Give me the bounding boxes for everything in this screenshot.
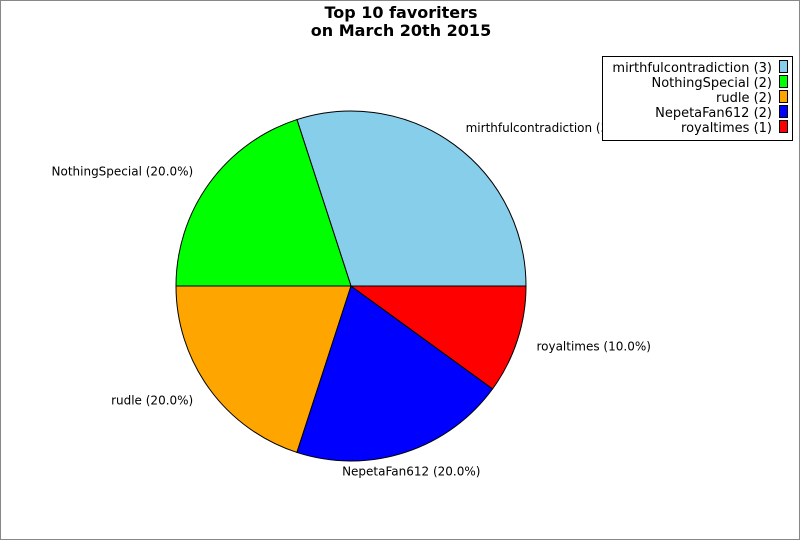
legend-swatch	[779, 90, 788, 103]
slice-label: rudle (20.0%)	[111, 394, 193, 408]
chart-title-line-2: on March 20th 2015	[311, 21, 491, 40]
slice-label: mirthfulcontradiction (30.0%)	[466, 121, 644, 135]
legend-swatch	[779, 75, 788, 88]
pie-slice-mirthfulcontradiction	[296, 110, 527, 287]
legend-entry-label: NothingSpecial (2)	[651, 76, 772, 91]
pie-slice-NothingSpecial	[175, 118, 352, 287]
legend-entry-label: rudle (2)	[716, 91, 772, 106]
slice-label: royaltimes (10.0%)	[536, 339, 650, 353]
pie-slice-NepetaFan612	[296, 285, 494, 462]
legend-entry-label: NepetaFan612 (2)	[655, 106, 772, 121]
legend-entry-label: mirthfulcontradiction (3)	[612, 61, 772, 76]
legend-swatch	[779, 60, 788, 73]
legend-swatch	[779, 120, 788, 133]
pie-slice-royaltimes	[349, 285, 527, 390]
legend-box	[602, 56, 793, 141]
legend: mirthfulcontradiction (3)NothingSpecial …	[602, 56, 793, 141]
pie-slice-rudle	[175, 285, 352, 454]
legend-swatch	[779, 105, 788, 118]
chart-title-line-1: Top 10 favoriters	[324, 3, 477, 22]
legend-entry-label: royaltimes (1)	[681, 121, 772, 136]
slice-label: NothingSpecial (20.0%)	[52, 164, 194, 178]
slice-label: NepetaFan612 (20.0%)	[342, 464, 480, 478]
